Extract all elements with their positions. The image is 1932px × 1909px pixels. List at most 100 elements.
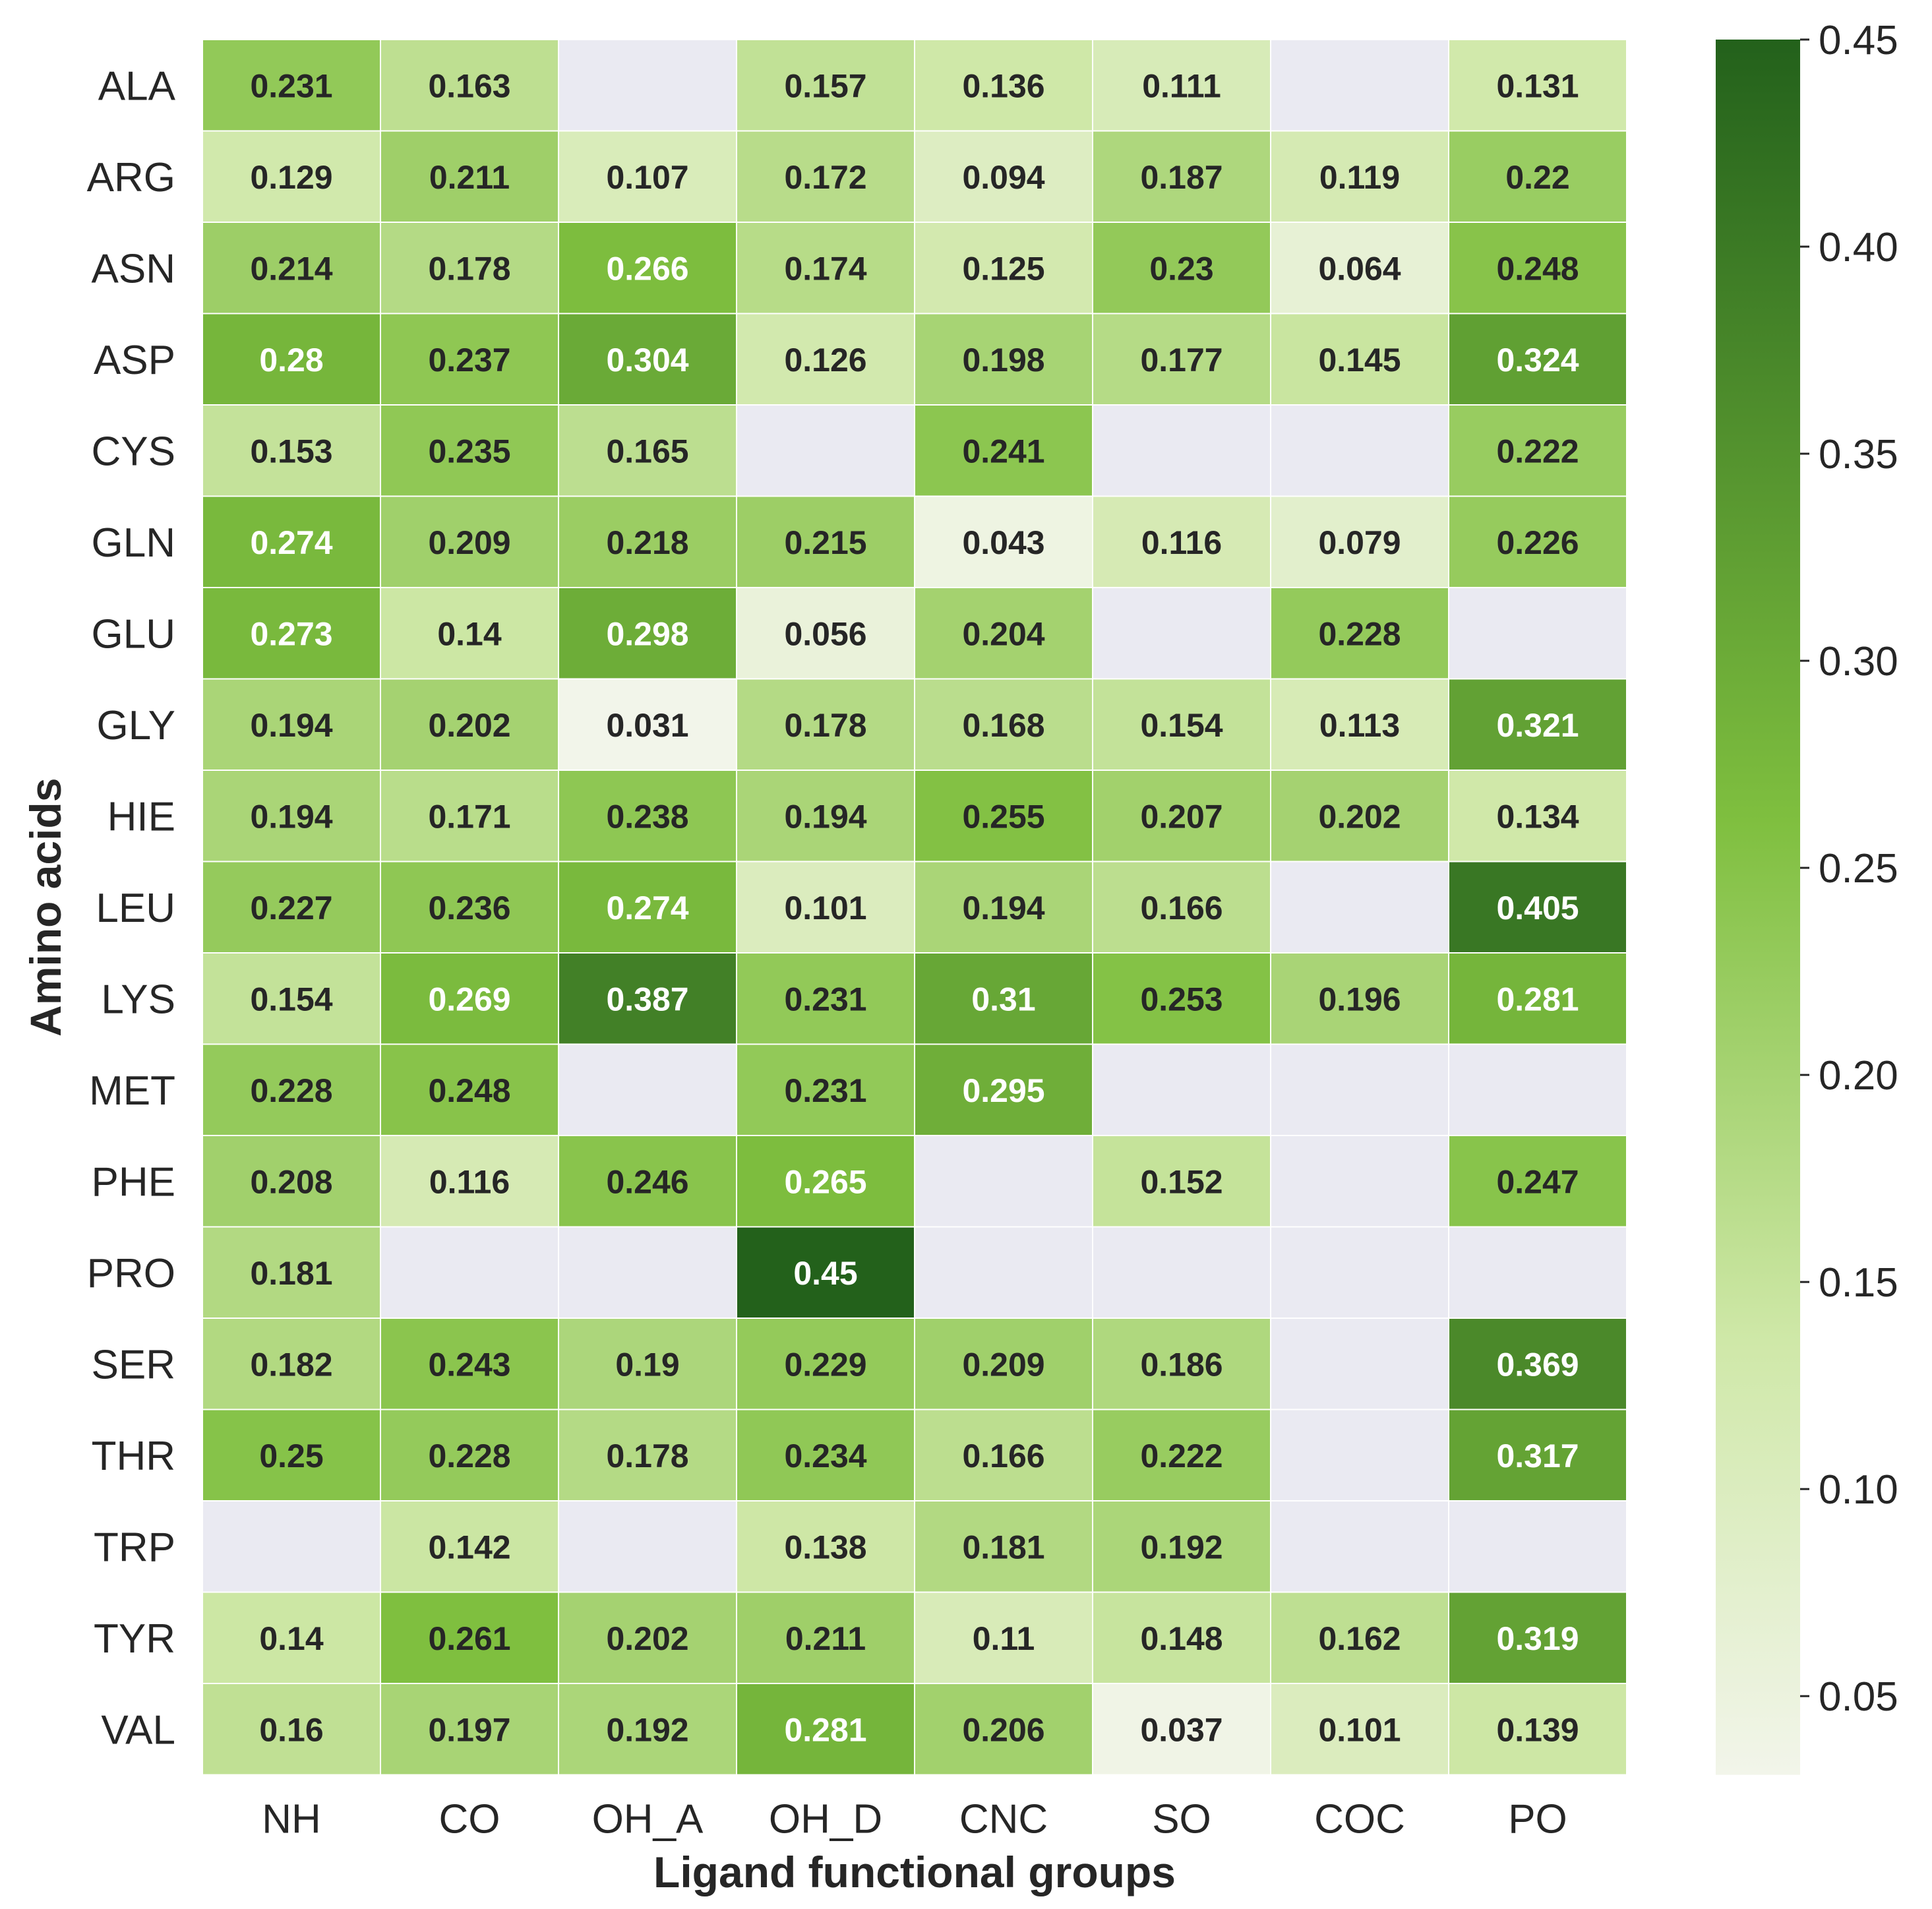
- cell-value-label: 0.253: [1140, 981, 1223, 1017]
- heatmap-cell: [914, 678, 1093, 771]
- heatmap-cell: [914, 1043, 1093, 1136]
- cell-value-label: 0.126: [784, 342, 866, 379]
- cell-value-label: 0.304: [606, 342, 688, 379]
- x-tick-label: CO: [439, 1797, 500, 1842]
- x-axis-label: Ligand functional groups: [653, 1848, 1176, 1896]
- cell-value-label: 0.094: [962, 159, 1044, 196]
- cell-value-label: 0.037: [1140, 1711, 1223, 1748]
- heatmap-cell: [736, 1409, 915, 1501]
- cell-value-label: 0.202: [606, 1620, 688, 1657]
- x-tick-label: COC: [1314, 1797, 1405, 1842]
- x-tick-label: CNC: [959, 1797, 1048, 1842]
- heatmap-cell: [914, 39, 1093, 132]
- cell-value-label: 0.234: [784, 1438, 866, 1474]
- cell-value-label: 0.202: [428, 707, 510, 744]
- cell-value-label: 0.178: [606, 1438, 688, 1474]
- x-tick-label: NH: [262, 1797, 321, 1842]
- cell-value-label: 0.274: [606, 890, 688, 926]
- heatmap-cell: [736, 1226, 915, 1319]
- heatmap-cell: [1270, 495, 1449, 588]
- cell-value-label: 0.45: [793, 1255, 857, 1292]
- cell-value-label: 0.23: [1149, 250, 1213, 287]
- heatmap-cell: [1092, 222, 1271, 315]
- cell-value-label: 0.194: [250, 798, 332, 835]
- cell-value-label: 0.229: [784, 1346, 866, 1383]
- cell-value-label: 0.101: [1318, 1711, 1401, 1748]
- heatmap-cell: [380, 1043, 559, 1136]
- cell-value-label: 0.113: [1319, 707, 1400, 744]
- cell-value-label: 0.324: [1496, 342, 1579, 379]
- cell-value-label: 0.14: [437, 615, 502, 652]
- cell-value-label: 0.101: [784, 890, 866, 926]
- cell-value-label: 0.129: [250, 159, 332, 196]
- cell-value-label: 0.16: [259, 1711, 323, 1748]
- y-tick-label: CYS: [92, 429, 175, 474]
- cell-value-label: 0.043: [962, 524, 1044, 561]
- cell-value-label: 0.281: [1496, 981, 1579, 1017]
- x-axis-ticks: NH CO OH_A OH_D CNC SO COC PO: [262, 1797, 1567, 1842]
- heatmap-cell: [914, 313, 1093, 406]
- heatmap-cell: [736, 678, 915, 771]
- heatmap-cell: [558, 1591, 737, 1684]
- y-tick-label: GLU: [92, 611, 175, 657]
- cell-value-label: 0.107: [606, 159, 688, 196]
- cell-value-label: 0.064: [1318, 250, 1401, 287]
- cell-value-label: 0.317: [1496, 1438, 1579, 1474]
- cell-value-label: 0.281: [784, 1711, 866, 1748]
- cell-value-label: 0.11: [973, 1620, 1035, 1657]
- cell-value-label: 0.274: [250, 524, 332, 561]
- cell-value-label: 0.177: [1140, 342, 1223, 379]
- cell-value-label: 0.138: [784, 1529, 866, 1565]
- cell-value-label: 0.246: [606, 1163, 688, 1200]
- heatmap-cell: [1270, 1591, 1449, 1684]
- y-tick-label: GLN: [92, 520, 175, 566]
- heatmap-cell: [202, 222, 381, 315]
- heatmap-cell: [736, 1500, 915, 1593]
- heatmap-cell: [202, 1683, 381, 1776]
- cell-value-label: 0.197: [428, 1711, 510, 1748]
- cell-value-label: 0.181: [250, 1255, 332, 1292]
- heatmap-cell: [1270, 313, 1449, 406]
- heatmap-cell: [736, 1318, 915, 1410]
- heatmap-cell: [202, 1226, 381, 1319]
- heatmap-cell: [558, 130, 737, 223]
- colorbar-tick-label: 0.25: [1819, 846, 1898, 892]
- cell-value-label: 0.237: [428, 342, 510, 379]
- cell-value-label: 0.186: [1140, 1346, 1223, 1383]
- cell-value-label: 0.31: [971, 981, 1035, 1017]
- cell-value-label: 0.211: [785, 1620, 866, 1657]
- cell-value-label: 0.248: [428, 1072, 510, 1109]
- heatmap-cell: [1448, 1683, 1627, 1776]
- cell-value-label: 0.166: [962, 1438, 1044, 1474]
- cell-value-label: 0.171: [428, 798, 510, 835]
- heatmap-cell: [1092, 1409, 1271, 1501]
- colorbar-tick-label: 0.30: [1819, 639, 1898, 684]
- heatmap-cell: [1448, 313, 1627, 406]
- y-tick-label: THR: [92, 1434, 175, 1479]
- cell-value-label: 0.152: [1140, 1163, 1223, 1200]
- cell-value-label: 0.116: [429, 1163, 510, 1200]
- cell-value-label: 0.056: [784, 615, 866, 652]
- cell-value-label: 0.192: [1140, 1529, 1223, 1565]
- cell-value-label: 0.182: [250, 1346, 332, 1383]
- heatmap-cell: [202, 495, 381, 588]
- cell-value-label: 0.231: [784, 981, 866, 1017]
- cell-value-label: 0.116: [1141, 524, 1222, 561]
- cell-value-label: 0.134: [1496, 798, 1579, 835]
- heatmap-cell: [380, 861, 559, 954]
- heatmap-cell: [202, 1591, 381, 1684]
- cell-value-label: 0.168: [962, 707, 1044, 744]
- heatmap-cell: [202, 861, 381, 954]
- heatmap-cell: [1092, 952, 1271, 1045]
- heatmap-cell: [1092, 39, 1271, 132]
- heatmap-cell: [914, 1591, 1093, 1684]
- cell-value-label: 0.154: [1140, 707, 1223, 744]
- cell-value-label: 0.031: [606, 707, 688, 744]
- cell-value-label: 0.228: [250, 1072, 332, 1109]
- cell-value-label: 0.261: [428, 1620, 510, 1657]
- cell-value-label: 0.319: [1496, 1620, 1579, 1657]
- y-tick-label: PHE: [92, 1159, 175, 1205]
- cell-value-label: 0.231: [250, 67, 332, 104]
- y-tick-label: ARG: [87, 155, 175, 200]
